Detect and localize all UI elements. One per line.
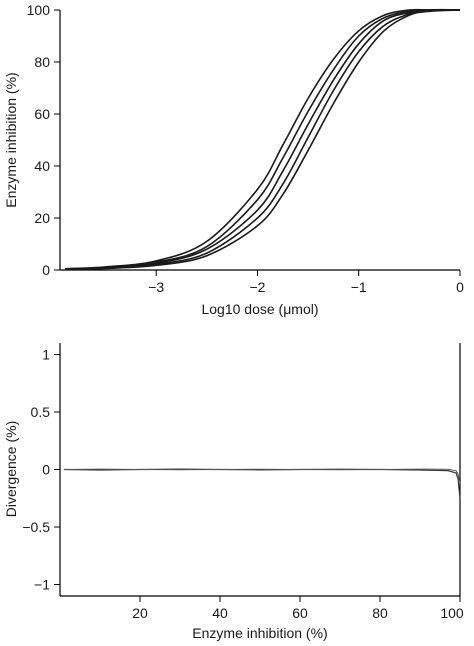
- bottom-y-tick-label: −1: [34, 577, 50, 593]
- bottom-x-tick-label: 60: [292, 605, 308, 621]
- bottom-y-tick-label: 0.5: [31, 404, 51, 420]
- bottom-chart: 20 40 60 80 100 −1 −0.5 0 0.5 1 Enzyme inhibition…: [3, 343, 464, 641]
- bottom-y-tick-label: 0: [42, 462, 50, 478]
- top-y-tick-label: 0: [42, 262, 50, 278]
- bottom-y-tick-label: 1: [42, 347, 50, 363]
- top-x-tick-label: −3: [148, 279, 164, 295]
- top-y-tick-label: 20: [34, 210, 50, 226]
- bottom-y-tick-label: −0.5: [22, 519, 50, 535]
- bottom-x-tick-label: 100: [440, 605, 464, 621]
- top-y-axis-title: Enzyme inhibition (%): [3, 72, 19, 207]
- top-series-line-5: [65, 9, 461, 271]
- top-x-axis-title: Log10 dose (μmol): [201, 301, 318, 317]
- bottom-x-axis-title: Enzyme inhibition (%): [192, 625, 327, 641]
- bottom-series-line-2: [63, 468, 461, 484]
- bottom-series-line-1: [63, 468, 461, 499]
- top-y-tick-label: 60: [34, 106, 50, 122]
- top-y-tick-label: 80: [34, 54, 50, 70]
- bottom-x-tick-label: 40: [212, 605, 228, 621]
- top-series-line-2: [65, 9, 461, 270]
- bottom-x-tick-label: 80: [372, 605, 388, 621]
- top-chart: −3 −2 −1 0 0 20 40 60 80 100 Log10 dose (μmol) En…: [3, 2, 464, 317]
- top-x-tick-label: 0: [456, 279, 464, 295]
- top-y-tick-label: 40: [34, 158, 50, 174]
- top-series-line-1: [65, 8, 460, 270]
- top-x-tick-label: −1: [351, 279, 367, 295]
- bottom-y-axis-title: Divergence (%): [3, 421, 19, 517]
- top-y-tick-label: 100: [27, 2, 51, 18]
- top-series-line-4: [65, 8, 461, 271]
- bottom-x-tick-label: 20: [132, 605, 148, 621]
- top-series-line-3: [65, 9, 461, 271]
- top-x-tick-label: −2: [249, 279, 265, 295]
